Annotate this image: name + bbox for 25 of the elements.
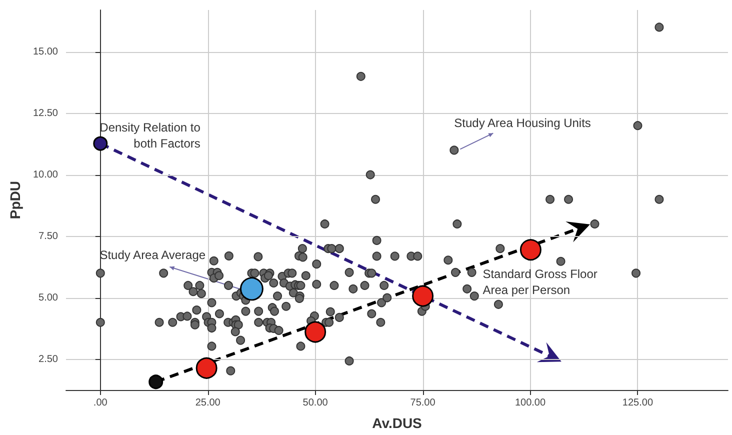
point <box>148 374 164 390</box>
point <box>412 285 434 307</box>
x-tick-label: .00 <box>93 398 108 408</box>
point <box>304 321 326 343</box>
y-tick-label: 7.50 <box>38 230 58 242</box>
y-tick-label: 2.50 <box>38 354 58 365</box>
point <box>520 239 542 261</box>
x-tick-label: 125.00 <box>622 398 654 408</box>
x-tick-label: 100.00 <box>514 398 546 408</box>
x-tick-label: 75.00 <box>410 398 436 408</box>
point <box>240 277 264 301</box>
point <box>93 136 108 151</box>
y-tick-label: 15.00 <box>32 46 58 58</box>
point <box>196 357 218 379</box>
x-tick-label: 25.00 <box>195 398 221 408</box>
annotation: Density Relation to both Factors <box>100 120 201 151</box>
annotation: Standard Gross Floor Area per Person <box>482 266 598 297</box>
y-tick-label: 12.50 <box>32 108 58 119</box>
y-axis-title: PpDU <box>7 180 24 220</box>
annotation: Study Area Housing Units <box>454 116 591 130</box>
y-tick-label: 5.00 <box>38 292 58 304</box>
annotation: Study Area Average <box>100 248 206 262</box>
x-axis-title: Av.DUS <box>372 415 422 431</box>
y-tick-label: 10.00 <box>32 169 58 180</box>
x-tick-label: 50.00 <box>302 398 328 408</box>
